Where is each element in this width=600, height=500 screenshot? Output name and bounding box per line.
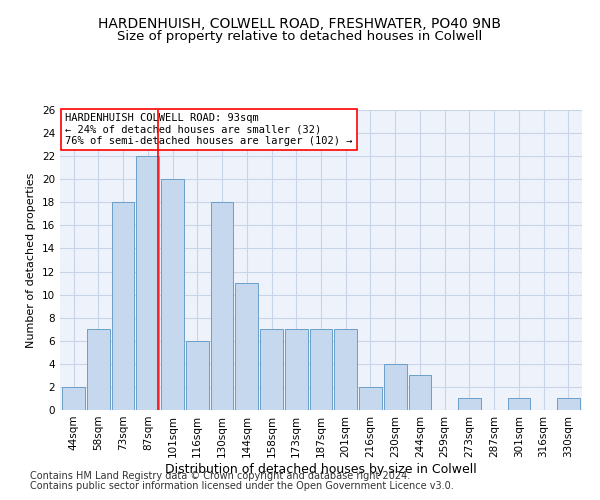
Bar	[334, 329, 357, 410]
Bar	[409, 376, 431, 410]
Bar	[384, 364, 407, 410]
Bar	[161, 179, 184, 410]
Bar	[557, 398, 580, 410]
Bar	[508, 398, 530, 410]
Y-axis label: Number of detached properties: Number of detached properties	[26, 172, 37, 348]
Text: Contains HM Land Registry data © Crown copyright and database right 2024.: Contains HM Land Registry data © Crown c…	[30, 471, 410, 481]
Text: Size of property relative to detached houses in Colwell: Size of property relative to detached ho…	[118, 30, 482, 43]
Bar	[458, 398, 481, 410]
Bar	[285, 329, 308, 410]
Bar	[235, 283, 258, 410]
Bar	[136, 156, 159, 410]
Bar	[112, 202, 134, 410]
Bar	[186, 341, 209, 410]
Text: HARDENHUISH, COLWELL ROAD, FRESHWATER, PO40 9NB: HARDENHUISH, COLWELL ROAD, FRESHWATER, P…	[98, 18, 502, 32]
Text: HARDENHUISH COLWELL ROAD: 93sqm
← 24% of detached houses are smaller (32)
76% of: HARDENHUISH COLWELL ROAD: 93sqm ← 24% of…	[65, 113, 353, 146]
X-axis label: Distribution of detached houses by size in Colwell: Distribution of detached houses by size …	[165, 462, 477, 475]
Bar	[359, 387, 382, 410]
Text: Contains public sector information licensed under the Open Government Licence v3: Contains public sector information licen…	[30, 481, 454, 491]
Bar	[310, 329, 332, 410]
Bar	[87, 329, 110, 410]
Bar	[260, 329, 283, 410]
Bar	[211, 202, 233, 410]
Bar	[62, 387, 85, 410]
